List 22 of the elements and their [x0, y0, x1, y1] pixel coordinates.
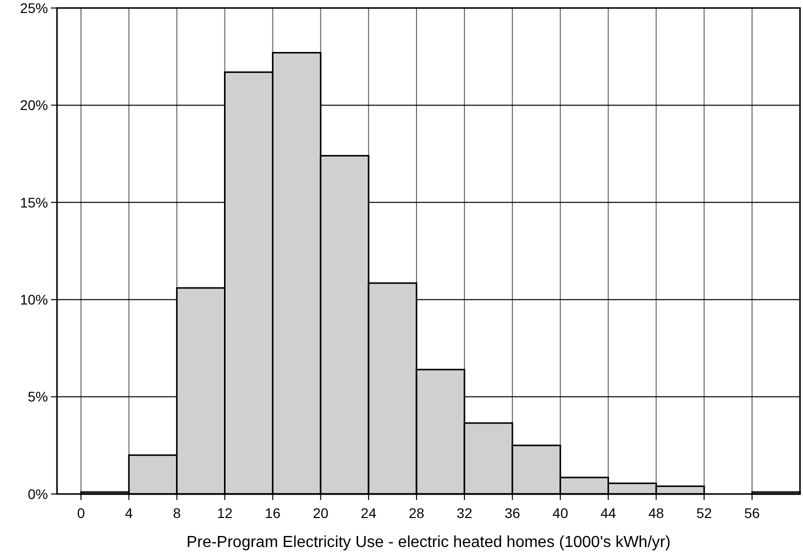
x-tick-label: 0	[77, 505, 86, 521]
x-tick-label: 12	[216, 505, 233, 521]
y-tick-label: 15%	[20, 194, 48, 210]
x-tick-label: 28	[408, 505, 425, 521]
x-tick-label: 48	[648, 505, 664, 521]
x-tick-label: 32	[456, 505, 472, 521]
x-tick-label: 16	[264, 505, 281, 521]
x-axis-title: Pre-Program Electricity Use - electric heated homes (1000's kWh/yr)	[186, 534, 671, 551]
y-tick-label: 25%	[20, 0, 48, 16]
x-tick-label: 36	[504, 505, 520, 521]
y-tick-label: 5%	[28, 388, 48, 405]
x-tick-label: 52	[696, 505, 712, 521]
x-tick-label: 8	[172, 505, 181, 521]
y-tick-label: 0%	[28, 486, 48, 502]
x-tick-label: 40	[552, 505, 568, 521]
x-tick-label: 44	[600, 505, 616, 521]
x-tick-label: 56	[744, 505, 760, 521]
x-tick-label: 4	[125, 505, 134, 521]
y-tick-label: 10%	[20, 292, 48, 308]
x-tick-label: 20	[312, 505, 329, 521]
y-tick-label: 20%	[20, 97, 48, 114]
x-tick-label: 24	[360, 505, 377, 521]
